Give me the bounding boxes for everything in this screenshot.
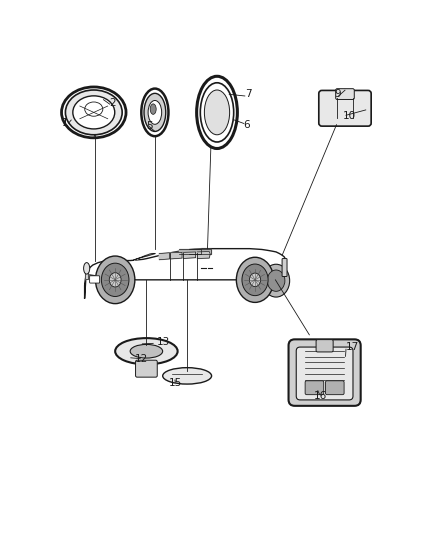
FancyBboxPatch shape xyxy=(316,340,333,352)
Ellipse shape xyxy=(237,257,274,302)
Ellipse shape xyxy=(61,87,126,138)
Text: 6: 6 xyxy=(243,120,250,130)
Text: 9: 9 xyxy=(335,88,342,99)
Ellipse shape xyxy=(101,263,129,296)
Ellipse shape xyxy=(84,263,90,274)
Ellipse shape xyxy=(144,93,166,132)
Ellipse shape xyxy=(130,344,162,358)
Polygon shape xyxy=(197,252,210,259)
Ellipse shape xyxy=(109,273,121,287)
FancyBboxPatch shape xyxy=(319,91,371,126)
Ellipse shape xyxy=(141,88,169,136)
Text: 7: 7 xyxy=(245,88,251,99)
Ellipse shape xyxy=(262,264,290,297)
Ellipse shape xyxy=(95,256,135,304)
Polygon shape xyxy=(171,252,182,259)
Ellipse shape xyxy=(197,76,237,149)
Ellipse shape xyxy=(200,83,234,142)
Ellipse shape xyxy=(242,264,268,296)
FancyBboxPatch shape xyxy=(289,340,360,406)
Text: 5: 5 xyxy=(146,122,152,131)
Text: 12: 12 xyxy=(134,353,148,364)
Ellipse shape xyxy=(148,101,162,124)
FancyBboxPatch shape xyxy=(336,88,354,100)
FancyBboxPatch shape xyxy=(305,381,324,394)
Polygon shape xyxy=(159,253,170,260)
FancyBboxPatch shape xyxy=(90,276,100,283)
Text: 17: 17 xyxy=(346,342,359,352)
Ellipse shape xyxy=(267,270,285,292)
FancyBboxPatch shape xyxy=(325,381,344,394)
Polygon shape xyxy=(85,272,88,279)
Ellipse shape xyxy=(73,96,115,129)
Ellipse shape xyxy=(150,104,156,115)
Text: 10: 10 xyxy=(343,111,356,122)
Polygon shape xyxy=(132,254,155,261)
Ellipse shape xyxy=(65,90,122,135)
Ellipse shape xyxy=(115,338,178,365)
FancyBboxPatch shape xyxy=(135,360,157,377)
Text: 1: 1 xyxy=(61,118,68,127)
Ellipse shape xyxy=(162,368,212,384)
Polygon shape xyxy=(179,249,201,254)
Polygon shape xyxy=(184,252,196,259)
FancyBboxPatch shape xyxy=(282,259,287,277)
FancyBboxPatch shape xyxy=(296,347,353,400)
Ellipse shape xyxy=(249,273,261,287)
Text: 16: 16 xyxy=(314,391,327,401)
Ellipse shape xyxy=(205,90,230,135)
Text: 13: 13 xyxy=(156,337,170,347)
Text: 2: 2 xyxy=(110,98,117,108)
Polygon shape xyxy=(85,248,286,298)
Polygon shape xyxy=(189,249,211,254)
Text: 15: 15 xyxy=(169,378,182,388)
